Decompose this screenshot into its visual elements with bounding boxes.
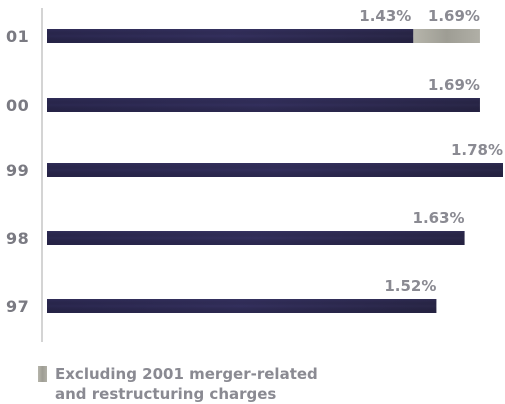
category-label-01: 01 bbox=[6, 27, 29, 46]
legend-swatch bbox=[38, 366, 47, 382]
value-label-01: 1.43% bbox=[359, 7, 411, 25]
value-label-97: 1.52% bbox=[384, 277, 436, 295]
value-label-excluding-01: 1.69% bbox=[428, 7, 480, 25]
bar-excluding-01 bbox=[413, 29, 480, 43]
bars-layer bbox=[47, 29, 503, 313]
bar-shade-97 bbox=[47, 299, 437, 313]
bar-shade-99 bbox=[47, 163, 503, 177]
category-label-99: 99 bbox=[6, 161, 29, 180]
category-label-97: 97 bbox=[6, 297, 29, 316]
value-label-98: 1.63% bbox=[413, 209, 465, 227]
value-label-99: 1.78% bbox=[451, 141, 503, 159]
category-label-00: 00 bbox=[6, 96, 29, 115]
legend-text-line-2: and restructuring charges bbox=[55, 385, 276, 403]
value-label-00: 1.69% bbox=[428, 76, 480, 94]
legend: Excluding 2001 merger-related and restru… bbox=[38, 365, 318, 403]
category-label-98: 98 bbox=[6, 229, 29, 248]
bar-shade-98 bbox=[47, 231, 465, 245]
bar-shade-00 bbox=[47, 98, 480, 112]
bar-shade-01 bbox=[47, 29, 414, 43]
labels-layer: 01 1.69% 1.43% 00 1.69% 99 1.78% 98 1.63% 97 1.52% bbox=[6, 7, 503, 316]
legend-text-line-1: Excluding 2001 merger-related bbox=[55, 365, 318, 383]
